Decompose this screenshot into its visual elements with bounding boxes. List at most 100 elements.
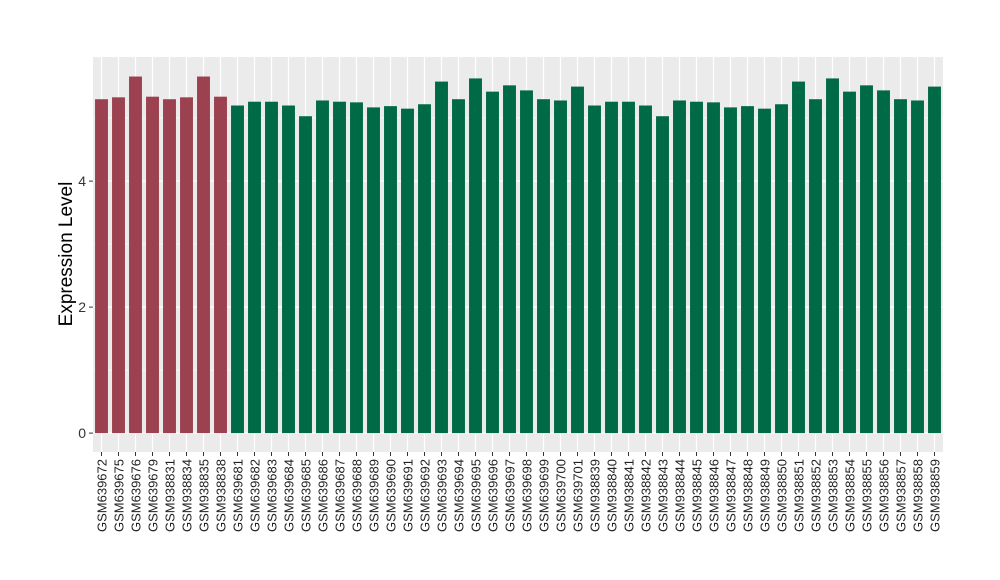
bar-GSM639676 [129,76,142,434]
x-tick-label: GSM938839 [588,459,603,532]
x-tick-label: GSM938857 [894,459,909,532]
x-tick-label: GSM938851 [792,459,807,532]
bar-GSM639691 [401,108,414,434]
x-tick-label: GSM639699 [537,459,552,532]
x-tick-label: GSM938848 [741,459,756,532]
x-tick-label: GSM938859 [928,459,943,532]
x-tick-label: GSM639682 [248,459,263,532]
y-tick-label: 0 [78,425,86,441]
x-tick-label: GSM639684 [282,459,297,532]
x-axis: GSM639672 GSM639675 GSM639676 GSM639679 GSM9… [95,452,943,532]
x-tick-label: GSM639683 [265,459,280,532]
x-tick-label: GSM938852 [809,459,824,532]
bar-GSM938838 [214,96,227,434]
bar-GSM639700 [554,100,567,434]
bar-GSM938843 [656,116,669,434]
bars [95,76,941,434]
bar-GSM639687 [333,101,346,434]
bar-GSM639672 [95,99,108,434]
bar-GSM938857 [894,99,907,434]
x-tick-label: GSM938834 [180,459,195,532]
y-tick-label: 4 [78,173,86,189]
bar-GSM639686 [316,100,329,434]
y-tick-label: 2 [78,299,86,315]
x-tick-label: GSM639692 [418,459,433,532]
bar-GSM938850 [775,104,788,434]
x-tick-label: GSM938841 [622,459,637,532]
x-tick-label: GSM938856 [877,459,892,532]
bar-GSM938840 [605,101,618,434]
x-tick-label: GSM639676 [129,459,144,532]
bar-GSM639681 [231,105,244,434]
x-tick-label: GSM639697 [503,459,518,532]
x-tick-label: GSM938831 [163,459,178,532]
bar-GSM639698 [520,90,533,434]
bar-GSM639693 [435,81,448,434]
x-tick-label: GSM639694 [452,459,467,532]
bar-GSM938835 [197,76,210,434]
bar-GSM639694 [452,99,465,434]
bar-GSM639675 [112,97,125,434]
x-tick-label: GSM639696 [486,459,501,532]
bar-GSM938858 [911,100,924,434]
x-tick-label: GSM938847 [724,459,739,532]
bar-GSM639692 [418,104,431,434]
bar-GSM938846 [707,102,720,434]
bar-GSM639689 [367,107,380,434]
bar-GSM938847 [724,107,737,434]
bar-GSM938859 [928,86,941,434]
bar-GSM639701 [571,86,584,434]
x-tick-label: GSM639698 [520,459,535,532]
x-tick-label: GSM639693 [435,459,450,532]
bar-GSM938854 [843,91,856,434]
bar-GSM938834 [180,97,193,434]
x-tick-label: GSM639700 [554,459,569,532]
bar-GSM938844 [673,100,686,434]
bar-GSM639688 [350,102,363,434]
x-tick-label: GSM639691 [401,459,416,532]
x-tick-label: GSM938853 [826,459,841,532]
bar-GSM938852 [809,99,822,434]
x-tick-label: GSM938849 [758,459,773,532]
bar-GSM639696 [486,91,499,434]
x-tick-label: GSM639690 [384,459,399,532]
bar-GSM639685 [299,116,312,434]
x-tick-label: GSM938838 [214,459,229,532]
x-tick-label: GSM938850 [775,459,790,532]
bar-GSM639683 [265,101,278,434]
x-tick-label: GSM938845 [690,459,705,532]
bar-GSM639690 [384,106,397,434]
x-tick-label: GSM639688 [350,459,365,532]
x-tick-label: GSM639685 [299,459,314,532]
x-tick-label: GSM639689 [367,459,382,532]
bar-GSM639679 [146,96,159,434]
x-tick-label: GSM639687 [333,459,348,532]
x-tick-label: GSM938854 [843,459,858,532]
bar-GSM938855 [860,85,873,434]
x-tick-label: GSM938843 [656,459,671,532]
bar-GSM938839 [588,105,601,434]
bar-GSM639699 [537,99,550,434]
x-tick-label: GSM639679 [146,459,161,532]
bar-GSM938841 [622,101,635,434]
x-tick-label: GSM639695 [469,459,484,532]
x-tick-label: GSM938858 [911,459,926,532]
x-tick-label: GSM938842 [639,459,654,532]
bar-GSM938853 [826,78,839,434]
bar-GSM938845 [690,101,703,434]
bar-GSM938851 [792,81,805,434]
bar-GSM938856 [877,90,890,434]
bar-GSM938831 [163,99,176,434]
bar-GSM639682 [248,101,261,434]
y-axis-label: Expression Level [56,182,77,327]
x-tick-label: GSM938835 [197,459,212,532]
y-axis: 0 2 4 [78,173,93,441]
bar-GSM938842 [639,105,652,434]
x-tick-label: GSM938855 [860,459,875,532]
x-tick-label: GSM938840 [605,459,620,532]
x-tick-label: GSM639686 [316,459,331,532]
x-tick-label: GSM639675 [112,459,127,532]
x-tick-label: GSM639681 [231,459,246,532]
